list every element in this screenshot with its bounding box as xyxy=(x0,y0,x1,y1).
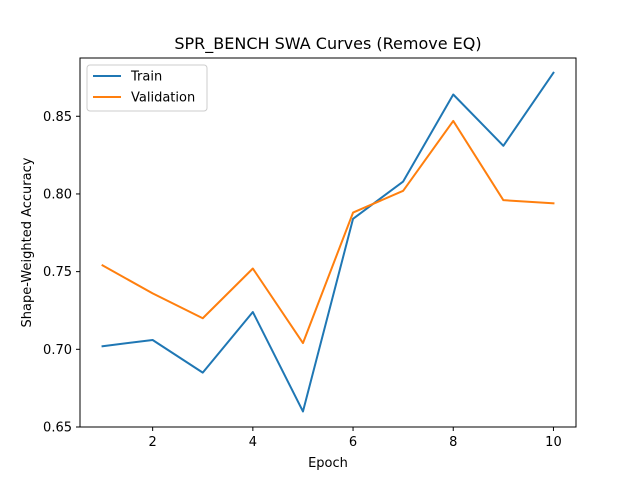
series-line-validation xyxy=(101,119,555,345)
x-axis: 2 4 6 8 10 xyxy=(149,427,562,450)
y-tick-label: 0.85 xyxy=(43,110,72,125)
y-tick-label: 0.80 xyxy=(43,187,72,202)
x-tick-label: 8 xyxy=(449,435,457,450)
series-layer xyxy=(101,71,555,413)
y-tick-label: 0.75 xyxy=(43,265,72,280)
x-tick-label: 10 xyxy=(545,435,562,450)
x-tick-label: 2 xyxy=(149,435,157,450)
x-axis-label: Epoch xyxy=(308,456,348,471)
y-tick-label: 0.70 xyxy=(43,343,72,358)
x-tick-label: 6 xyxy=(349,435,357,450)
x-tick-label: 4 xyxy=(249,435,257,450)
y-axis: 0.65 0.70 0.75 0.80 0.85 xyxy=(43,110,80,436)
legend: Train Validation xyxy=(86,64,208,112)
series-line-train xyxy=(101,71,555,413)
legend-label-validation: Validation xyxy=(131,91,195,106)
y-axis-label: Shape-Weighted Accuracy xyxy=(20,157,35,327)
legend-label-train: Train xyxy=(130,70,162,85)
plot-frame xyxy=(79,57,577,428)
chart-title: SPR_BENCH SWA Curves (Remove EQ) xyxy=(174,34,481,54)
y-tick-label: 0.65 xyxy=(43,421,72,436)
